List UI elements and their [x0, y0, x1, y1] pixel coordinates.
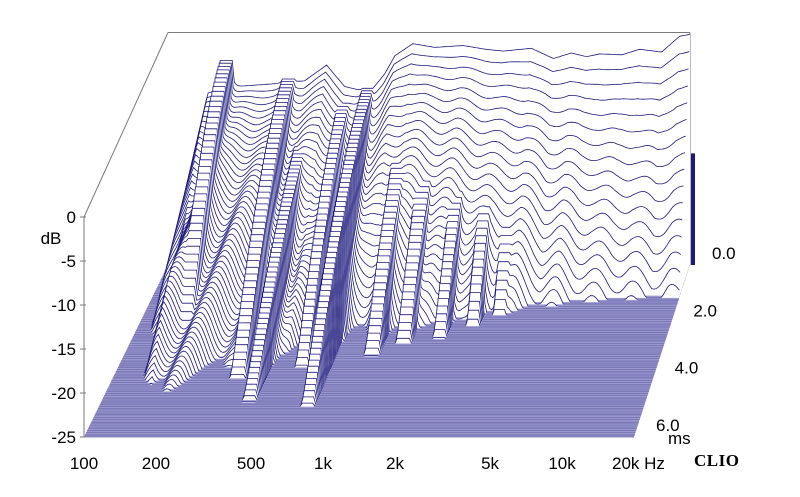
- decay-slice-line: [149, 140, 678, 303]
- x-tick-label: 500: [237, 454, 265, 473]
- decay-slice-line: [157, 100, 683, 288]
- x-tick-label: 2k: [386, 454, 404, 473]
- decay-slices: [84, 34, 695, 438]
- y-tick-label: 0: [67, 208, 76, 227]
- frame-line: [83, 32, 169, 218]
- x-tick-label: 200: [142, 454, 170, 473]
- decay-slice-line: [167, 34, 691, 266]
- x-tick-label: 10k: [548, 454, 576, 473]
- decay-slice-line: [163, 73, 688, 275]
- x-axis: 100 200 500 1k 2k 5k 10k 20k Hz: [70, 454, 665, 473]
- decay-slice-line: [151, 134, 679, 301]
- brand-logo-text: CLIO: [694, 451, 739, 470]
- decay-slice-line: [154, 116, 682, 294]
- y-tick-label: -10: [51, 296, 76, 315]
- time-tick-label: 4.0: [675, 359, 699, 378]
- time-tick-label: 6.0: [656, 416, 680, 435]
- decay-slice-line: [159, 90, 685, 283]
- y-axis-unit-label: dB: [41, 229, 62, 248]
- y-tick-label: -20: [51, 384, 76, 403]
- x-tick-label: 100: [70, 454, 98, 473]
- decay-slice-line: [152, 128, 680, 299]
- time-axis: ms 0.0 2.0 4.0 6.0: [656, 244, 736, 448]
- x-tick-label: 1k: [314, 454, 332, 473]
- decay-slice-line: [164, 69, 689, 272]
- time-tick-label: 2.0: [693, 301, 717, 320]
- y-tick-label: -25: [51, 428, 76, 447]
- decay-slice-line: [165, 63, 689, 270]
- decay-slice-line: [155, 111, 682, 292]
- decay-slice-line: [156, 106, 683, 290]
- x-tick-label: 20k Hz: [612, 454, 665, 473]
- y-axis: dB 0 -5 -10 -15 -20 -25: [41, 208, 86, 447]
- decay-slice-line: [166, 51, 690, 268]
- y-tick-label: -5: [61, 252, 76, 271]
- x-tick-label: 5k: [481, 454, 499, 473]
- decay-slice-line: [161, 81, 686, 279]
- decay-slice-line: [160, 86, 686, 281]
- decay-slice-fill: [115, 307, 656, 372]
- y-tick-label: -15: [51, 340, 76, 359]
- time-axis-unit-label: ms: [668, 429, 691, 448]
- decay-slice-line: [162, 77, 687, 277]
- decay-slice-fill: [114, 313, 655, 374]
- decay-slice-line: [153, 122, 681, 296]
- decay-slice-line: [158, 95, 684, 285]
- time-tick-label: 0.0: [712, 244, 736, 263]
